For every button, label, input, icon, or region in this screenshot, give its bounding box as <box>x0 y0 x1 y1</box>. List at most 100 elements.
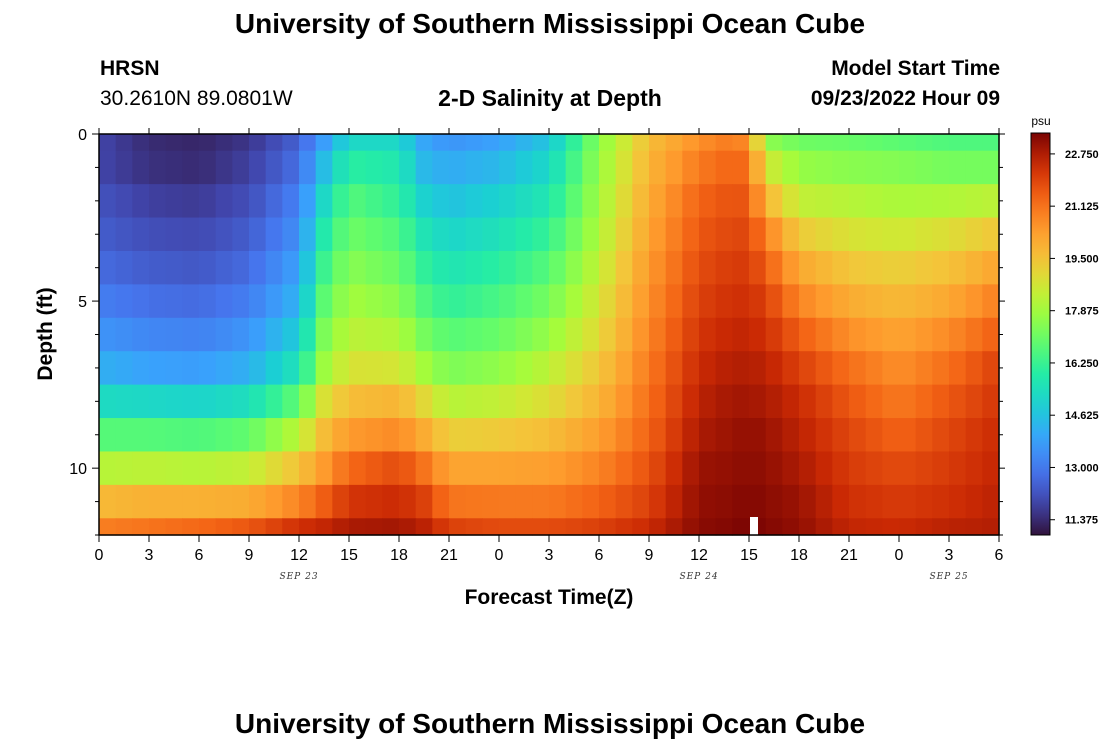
heatmap-cell <box>315 317 333 352</box>
heatmap-cell <box>599 184 617 219</box>
heatmap-cell <box>699 317 717 352</box>
heatmap-cell <box>365 418 383 453</box>
heatmap-cell <box>832 284 850 319</box>
heatmap-cell <box>599 217 617 252</box>
heatmap-cell <box>515 317 533 352</box>
heatmap-cell <box>932 284 950 319</box>
heatmap-cell <box>132 451 150 486</box>
heatmap-cell <box>99 384 117 419</box>
heatmap-cell <box>899 250 917 285</box>
heatmap-cell <box>99 418 117 453</box>
heatmap-cell <box>799 250 817 285</box>
heatmap-cell <box>265 484 283 519</box>
heatmap-cell <box>232 250 250 285</box>
heatmap-cell <box>982 250 1000 285</box>
heatmap-cell <box>332 250 350 285</box>
heatmap-cell <box>399 418 417 453</box>
heatmap-cell <box>482 284 500 319</box>
heatmap-cell <box>682 284 700 319</box>
heatmap-cell <box>332 284 350 319</box>
heatmap-cell <box>615 351 633 386</box>
heatmap-cell <box>582 484 600 519</box>
heatmap-cell <box>965 217 983 252</box>
heatmap-cell <box>265 250 283 285</box>
heatmap-cell <box>115 150 133 185</box>
heatmap-cell <box>932 317 950 352</box>
heatmap-cell <box>465 150 483 185</box>
heatmap-cell <box>99 250 117 285</box>
heatmap-cell <box>365 250 383 285</box>
model-start-label: Model Start Time <box>831 57 1000 80</box>
heatmap-cell <box>849 217 867 252</box>
heatmap-cell <box>499 418 517 453</box>
heatmap-cell <box>965 250 983 285</box>
x-tick-label: 9 <box>245 547 254 564</box>
heatmap-cell <box>115 451 133 486</box>
heatmap-cell <box>799 351 817 386</box>
heatmap-cell <box>465 351 483 386</box>
heatmap-cell <box>565 150 583 185</box>
heatmap-cell <box>932 451 950 486</box>
heatmap-cell <box>949 250 967 285</box>
heatmap-cell <box>732 451 750 486</box>
heatmap-cell <box>632 351 650 386</box>
heatmap-cell <box>832 217 850 252</box>
colorbar-tick-label: 21.125 <box>1065 201 1099 213</box>
x-tick-label: 21 <box>840 547 858 564</box>
heatmap-cell <box>399 250 417 285</box>
heatmap-cell <box>832 250 850 285</box>
x-tick-label: 6 <box>595 547 604 564</box>
heatmap-cell <box>499 451 517 486</box>
heatmap-cell <box>749 418 767 453</box>
heatmap-cell <box>549 317 567 352</box>
heatmap-cell <box>782 418 800 453</box>
heatmap-cell <box>515 418 533 453</box>
heatmap-cell <box>382 284 400 319</box>
heatmap-cell <box>582 150 600 185</box>
heatmap-cell <box>282 518 300 536</box>
heatmap-cell <box>99 184 117 219</box>
heatmap-cell <box>165 217 183 252</box>
heatmap-cell <box>282 184 300 219</box>
heatmap-cell <box>249 217 267 252</box>
heatmap-cell <box>549 418 567 453</box>
heatmap-cell <box>549 451 567 486</box>
heatmap-cell <box>332 418 350 453</box>
heatmap-cell <box>365 184 383 219</box>
heatmap-cell <box>765 351 783 386</box>
heatmap-cell <box>932 484 950 519</box>
heatmap-cell <box>982 484 1000 519</box>
heatmap-cell <box>315 384 333 419</box>
heatmap-cell <box>532 484 550 519</box>
colorbar-unit: psu <box>1031 114 1050 128</box>
heatmap-cell <box>549 484 567 519</box>
heatmap-cell <box>965 150 983 185</box>
heatmap-cell <box>365 384 383 419</box>
heatmap-cell <box>115 250 133 285</box>
heatmap-cell <box>549 284 567 319</box>
heatmap-cell <box>932 150 950 185</box>
heatmap-cell <box>182 250 200 285</box>
heatmap-cell <box>482 184 500 219</box>
heatmap-cell <box>449 451 467 486</box>
heatmap-cell <box>732 184 750 219</box>
heatmap-cell <box>849 150 867 185</box>
heatmap-cell <box>449 351 467 386</box>
heatmap-cell <box>199 217 217 252</box>
heatmap-cell <box>682 250 700 285</box>
heatmap-cell <box>765 518 783 536</box>
heatmap-cell <box>265 418 283 453</box>
heatmap-cell <box>432 384 450 419</box>
heatmap-cell <box>415 418 433 453</box>
heatmap-cell <box>782 484 800 519</box>
heatmap-cell <box>249 317 267 352</box>
heatmap-cell <box>282 418 300 453</box>
heatmap-cell <box>849 451 867 486</box>
heatmap-cell <box>915 451 933 486</box>
heatmap-cell <box>932 217 950 252</box>
heatmap-cell <box>799 217 817 252</box>
heatmap-cell <box>882 150 900 185</box>
day-label: SEP 23 <box>279 572 318 582</box>
heatmap-cell <box>282 351 300 386</box>
heatmap-cell <box>199 284 217 319</box>
